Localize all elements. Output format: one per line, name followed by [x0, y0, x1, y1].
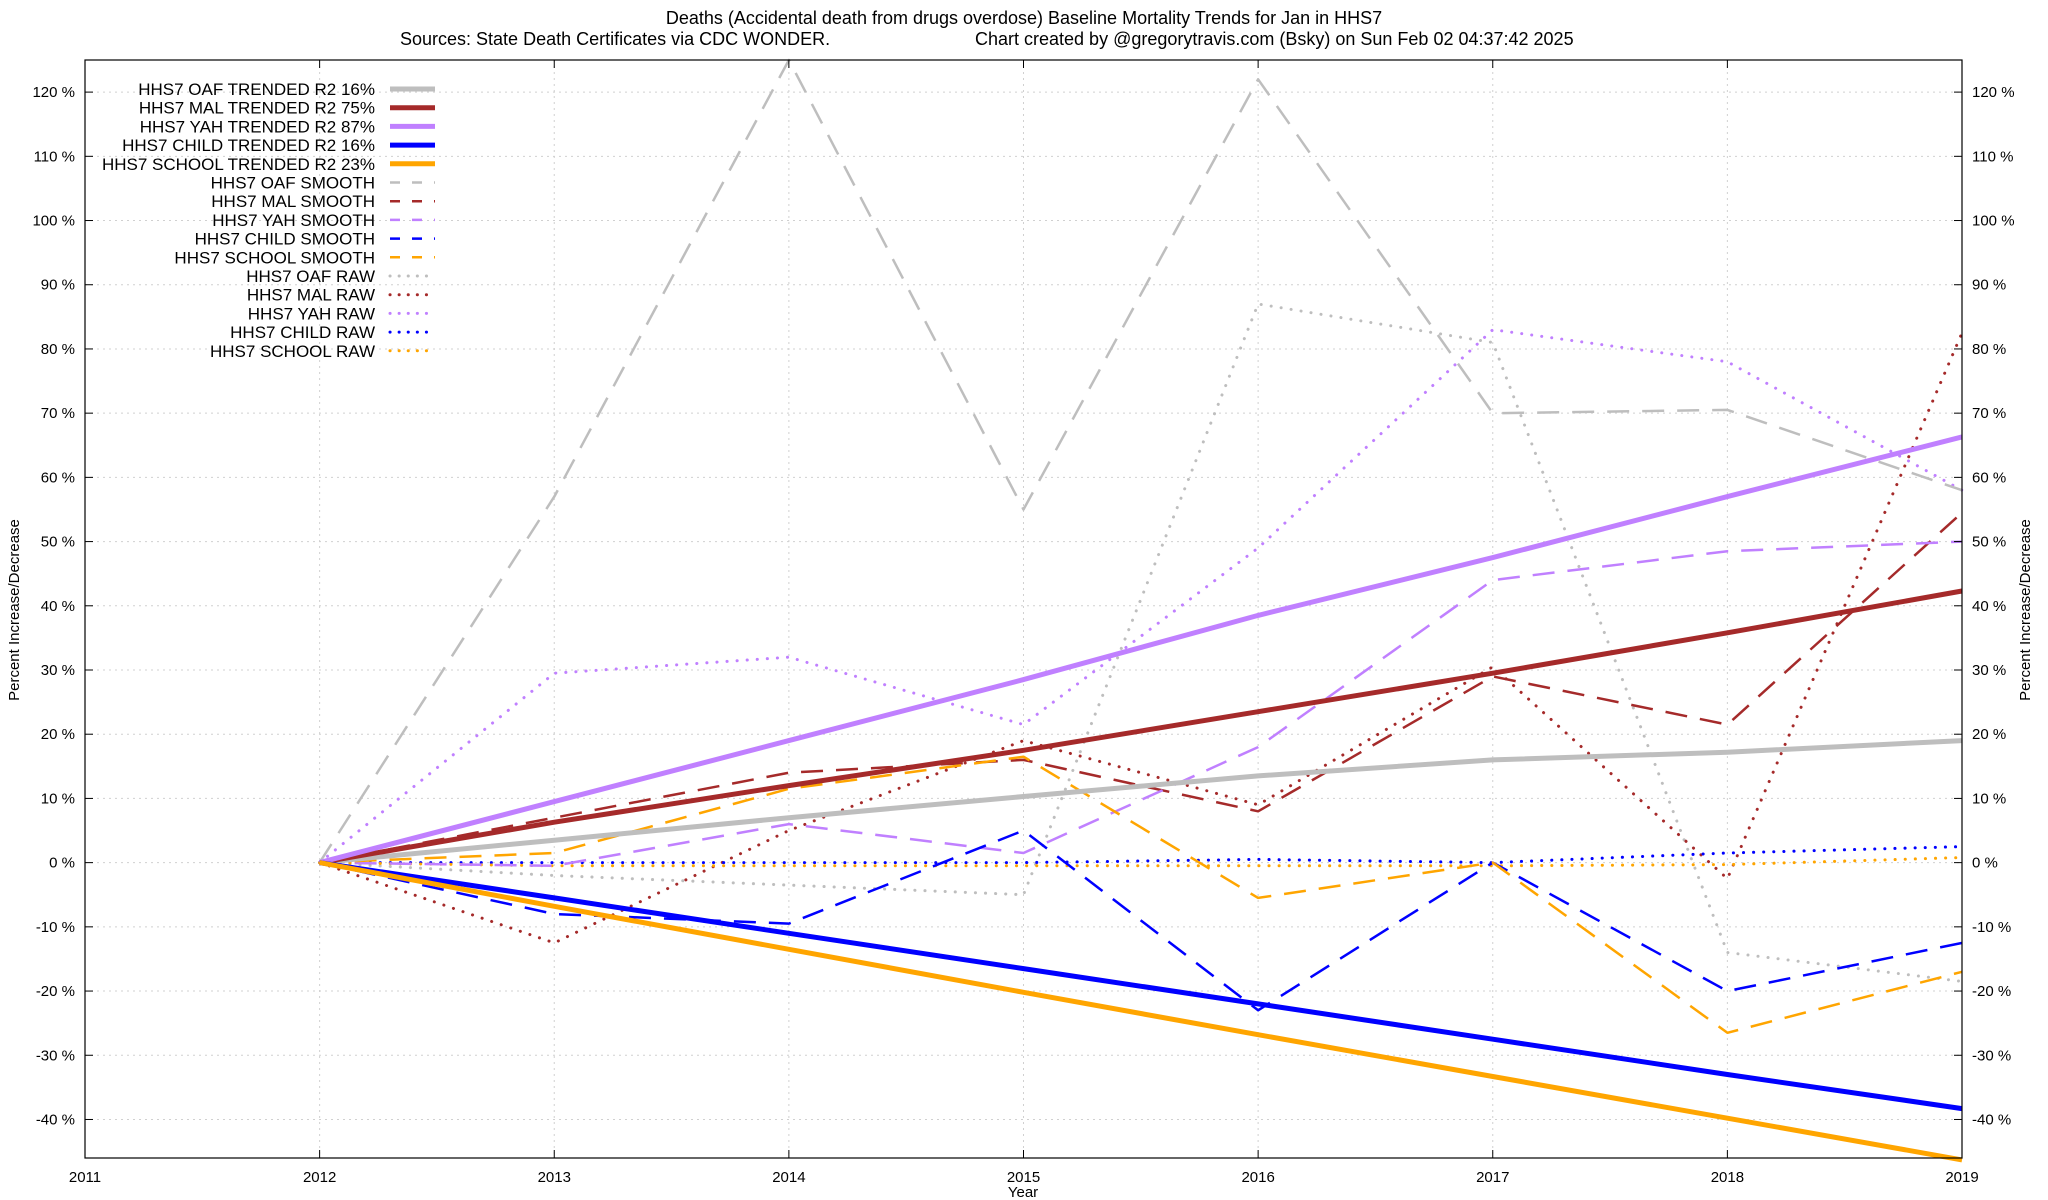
legend-label: HHS7 YAH TRENDED R2 87%	[140, 117, 375, 136]
y-tick-label-left: -30 %	[36, 1047, 75, 1064]
y-tick-label-left: 80 %	[41, 341, 75, 358]
y-tick-label-left: -10 %	[36, 919, 75, 936]
legend-label: HHS7 MAL SMOOTH	[211, 192, 375, 211]
y-tick-label-left: 40 %	[41, 598, 75, 615]
y-tick-label-right: 90 %	[1972, 277, 2006, 294]
x-axis-label: Year	[1008, 1184, 1038, 1200]
series-line-4	[319, 860, 1963, 1163]
y-tick-label-right: 20 %	[1972, 726, 2006, 743]
legend-label: HHS7 CHILD TRENDED R2 16%	[122, 136, 375, 155]
x-tick-label: 2016	[1241, 1169, 1274, 1186]
chart-subtitle-credit: Chart created by @gregorytravis.com (Bsk…	[975, 29, 1574, 49]
series-line-6	[319, 511, 1963, 864]
y-tick-label-right: -40 %	[1972, 1111, 2011, 1128]
y-tick-label-left: -40 %	[36, 1111, 75, 1128]
y-tick-label-right: 100 %	[1972, 213, 2015, 230]
x-tick-label: 2017	[1476, 1169, 1509, 1186]
x-tick-label: 2018	[1711, 1169, 1744, 1186]
y-tick-label-right: -30 %	[1972, 1047, 2011, 1064]
x-tick-label: 2015	[1007, 1169, 1040, 1186]
series-line-10	[318, 302, 1964, 983]
y-tick-label-left: 70 %	[41, 405, 75, 422]
series-line-8	[319, 829, 1963, 1012]
series-line-9	[319, 755, 1963, 1035]
y-tick-label-left: 0 %	[49, 855, 75, 872]
y-tick-label-right: 50 %	[1972, 534, 2006, 551]
series-line-7	[319, 540, 1963, 868]
y-tick-label-left: 60 %	[41, 469, 75, 486]
legend: HHS7 OAF TRENDED R2 16%HHS7 MAL TRENDED …	[102, 80, 437, 361]
series-line-13	[318, 845, 1964, 865]
series-line-0	[319, 738, 1963, 866]
y-tick-label-right: -20 %	[1972, 983, 2011, 1000]
legend-label: HHS7 OAF SMOOTH	[211, 174, 375, 193]
x-tick-label: 2011	[69, 1169, 101, 1186]
series-line-1	[319, 588, 1963, 866]
x-tick-label: 2019	[1945, 1169, 1978, 1186]
legend-label: HHS7 MAL TRENDED R2 75%	[139, 99, 375, 118]
y-axis-label-left: Percent Increase/Decrease	[6, 519, 23, 701]
legend-label: HHS7 OAF TRENDED R2 16%	[138, 80, 375, 99]
y-tick-label-left: -20 %	[36, 983, 75, 1000]
y-tick-label-left: 100 %	[32, 213, 75, 230]
y-tick-label-right: 80 %	[1972, 341, 2006, 358]
x-tick-label: 2014	[772, 1169, 805, 1186]
legend-label: HHS7 CHILD RAW	[230, 323, 375, 342]
y-tick-label-right: 40 %	[1972, 598, 2006, 615]
y-tick-label-right: 70 %	[1972, 405, 2006, 422]
legend-label: HHS7 YAH SMOOTH	[212, 211, 375, 230]
chart-title: Deaths (Accidental death from drugs over…	[666, 8, 1382, 28]
series-line-3	[319, 860, 1963, 1112]
x-tick-label: 2013	[538, 1169, 571, 1186]
y-tick-label-right: 10 %	[1972, 790, 2006, 807]
series-layer	[318, 58, 1964, 1163]
legend-label: HHS7 SCHOOL RAW	[210, 342, 375, 361]
x-tick-label: 2012	[303, 1169, 336, 1186]
y-tick-label-left: 120 %	[32, 84, 75, 101]
y-tick-label-right: 60 %	[1972, 469, 2006, 486]
y-tick-label-left: 30 %	[41, 662, 75, 679]
legend-label: HHS7 OAF RAW	[246, 267, 375, 286]
grid	[84, 60, 1963, 1158]
legend-label: HHS7 CHILD SMOOTH	[195, 230, 375, 249]
y-axis-label-right: Percent Increase/Decrease	[2017, 519, 2034, 701]
y-tick-label-right: -10 %	[1972, 919, 2011, 936]
series-line-14	[318, 856, 1964, 868]
legend-label: HHS7 SCHOOL SMOOTH	[174, 248, 375, 267]
y-tick-label-left: 50 %	[41, 534, 75, 551]
y-tick-label-right: 30 %	[1972, 662, 2006, 679]
y-tick-label-right: 0 %	[1972, 855, 1998, 872]
legend-label: HHS7 SCHOOL TRENDED R2 23%	[102, 155, 375, 174]
y-tick-label-left: 20 %	[41, 726, 75, 743]
legend-label: HHS7 MAL RAW	[247, 286, 375, 305]
y-tick-label-left: 110 %	[34, 148, 75, 165]
y-tick-label-right: 110 %	[1972, 148, 2013, 165]
series-line-5	[318, 58, 1963, 864]
legend-label: HHS7 YAH RAW	[248, 304, 375, 323]
chart-subtitle-source: Sources: State Death Certificates via CD…	[400, 29, 830, 49]
series-line-2	[318, 434, 1963, 866]
axis-ticks: -40 % -40 % -30 % -30 % -20 % -20 % -10 % -10 %…	[32, 60, 2015, 1186]
y-tick-label-left: 90 %	[41, 277, 75, 294]
y-tick-label-left: 10 %	[41, 790, 75, 807]
y-tick-label-right: 120 %	[1972, 84, 2015, 101]
series-line-11	[318, 331, 1964, 945]
